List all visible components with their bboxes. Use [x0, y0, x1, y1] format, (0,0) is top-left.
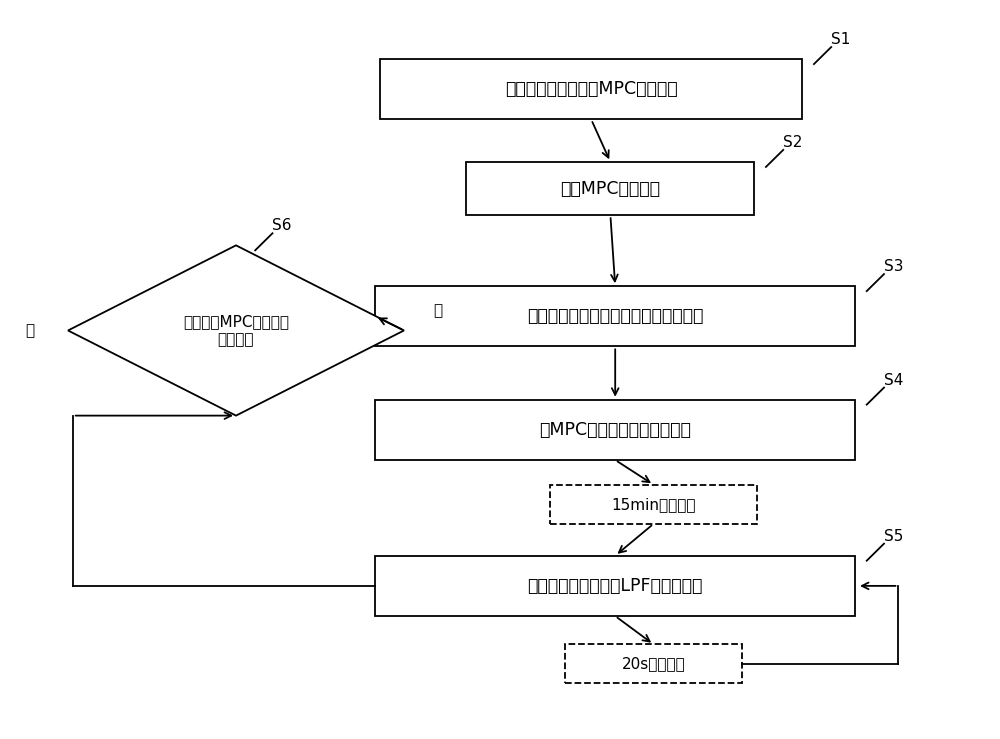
Text: 20s更新一次: 20s更新一次 — [622, 656, 685, 672]
FancyBboxPatch shape — [375, 286, 855, 347]
Text: 设定储能控制周期和MPC控制周期: 设定储能控制周期和MPC控制周期 — [505, 81, 678, 98]
Text: 否: 否 — [25, 323, 34, 338]
FancyBboxPatch shape — [375, 556, 855, 616]
FancyBboxPatch shape — [466, 162, 754, 215]
Text: 判断一个MPC控制周期
是否完成: 判断一个MPC控制周期 是否完成 — [183, 314, 289, 347]
Text: S2: S2 — [783, 135, 803, 150]
Text: 建立MPC控制模型: 建立MPC控制模型 — [560, 180, 660, 197]
Text: 15min更新一次: 15min更新一次 — [611, 497, 696, 512]
FancyBboxPatch shape — [565, 644, 742, 684]
Polygon shape — [68, 245, 404, 415]
Text: 获取设定时间尺度内的风电功率预测値: 获取设定时间尺度内的风电功率预测値 — [527, 307, 703, 325]
Text: 并网功率优化値补偿LPF控制的输出: 并网功率优化値补偿LPF控制的输出 — [528, 577, 703, 595]
Text: S4: S4 — [884, 372, 903, 387]
Text: S1: S1 — [831, 32, 851, 47]
FancyBboxPatch shape — [380, 59, 802, 120]
FancyBboxPatch shape — [550, 485, 757, 524]
Text: S3: S3 — [884, 259, 904, 274]
Text: S6: S6 — [272, 218, 292, 234]
FancyBboxPatch shape — [375, 400, 855, 460]
Text: 对MPC控制模型进行优化求解: 对MPC控制模型进行优化求解 — [539, 420, 691, 439]
Text: 是: 是 — [433, 303, 442, 318]
Text: S5: S5 — [884, 528, 903, 544]
